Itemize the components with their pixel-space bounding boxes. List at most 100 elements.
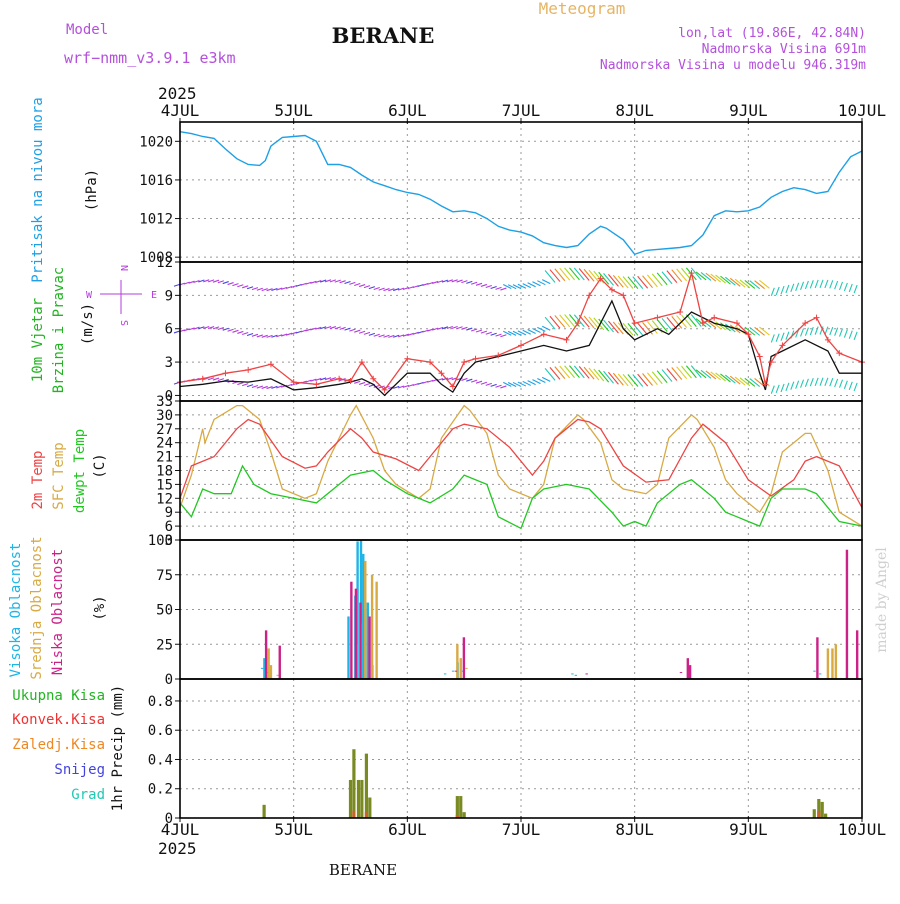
wind-barb: [780, 332, 785, 341]
wind-barb: [734, 376, 746, 386]
wind-barb: [461, 280, 468, 284]
wind-barb: [541, 325, 551, 331]
precip-total-bar: [824, 813, 828, 818]
cloud-bar: [462, 637, 466, 679]
wind-barb: [285, 285, 293, 290]
wind-barb: [193, 326, 200, 330]
wind-barb: [242, 285, 249, 289]
wind-barb: [446, 279, 453, 283]
y-tick-label: 30: [156, 408, 173, 424]
x-tick-top: 8JUL: [615, 101, 654, 120]
wind-barb: [349, 328, 356, 332]
x-tick-bottom: 10JUL: [838, 820, 886, 839]
wind-barb: [517, 381, 527, 387]
wind-barb: [775, 384, 780, 394]
precip-total-bar: [462, 812, 466, 818]
wind-barb: [329, 279, 337, 283]
wind-barb: [315, 280, 322, 284]
cloud-bar: [686, 658, 690, 679]
wind-barb: [393, 385, 400, 389]
cloud-bar: [364, 560, 367, 679]
wind-barb: [705, 370, 717, 380]
wind-barb: [500, 334, 507, 338]
y-tick-label: 100: [148, 533, 173, 549]
wind-barb: [237, 284, 244, 288]
wind-barb: [451, 279, 458, 283]
wind-gust-marker: [574, 320, 581, 327]
wind-barb: [507, 330, 517, 336]
temp-unit: (C): [92, 453, 108, 478]
wind-barb: [588, 269, 600, 283]
x-tick-bottom: 5JUL: [274, 820, 313, 839]
wind-barb: [383, 334, 390, 338]
wind-barb: [627, 374, 639, 387]
wind-barb: [720, 322, 731, 332]
wind-barb: [237, 330, 244, 334]
x-tick-bottom: 9JUL: [729, 820, 768, 839]
wind-barb: [363, 382, 371, 387]
wind-barb: [522, 380, 531, 386]
wind-barb: [617, 373, 629, 387]
wind-barb: [685, 365, 697, 379]
wind-barb: [470, 379, 478, 383]
wind-barb: [334, 326, 341, 330]
wind-barb: [843, 282, 848, 292]
precip-conv-bar: [364, 812, 369, 818]
wind-barb: [710, 371, 722, 381]
wind-barb: [603, 273, 614, 286]
cloud-bar: [366, 602, 370, 679]
temp-title3: dewpt Temp: [72, 429, 88, 513]
meteogram-label: Meteogram: [539, 0, 626, 18]
wind-barb: [485, 284, 492, 289]
x-tick-top: 6JUL: [388, 101, 427, 120]
wind-barb: [261, 385, 268, 389]
wind-barb: [754, 326, 765, 336]
wind-barb: [271, 334, 278, 338]
wind-barb: [843, 329, 848, 338]
dewpoint-line: [179, 464, 863, 530]
x-tick-bottom: 8JUL: [615, 820, 654, 839]
wind-barb: [485, 382, 492, 386]
wind-barb: [527, 282, 536, 288]
wind-barb: [671, 316, 683, 329]
footer-station: BERANE: [329, 861, 397, 879]
wind-barb: [500, 287, 507, 291]
cloud-bar: [460, 670, 464, 672]
wind-barb: [354, 380, 361, 384]
wind-barb: [819, 377, 824, 386]
wind-gust-marker: [711, 314, 718, 321]
wind-barb: [315, 377, 322, 381]
wind-gust-marker: [586, 292, 593, 299]
wind-barb: [770, 385, 775, 394]
y-tick-label: 15: [156, 477, 173, 493]
wind-barb: [427, 379, 434, 383]
y-tick-label: 21: [156, 450, 173, 466]
wind-gust-marker: [438, 370, 445, 377]
wind-barb: [324, 325, 332, 330]
wind-barb: [598, 318, 610, 332]
wind-barb: [637, 373, 649, 387]
precip-unit: 1hr Precip (mm): [110, 685, 126, 811]
wind-gust-marker: [762, 381, 769, 388]
wind-barb: [790, 283, 795, 293]
wind-barb: [785, 331, 790, 340]
wind-barb: [715, 372, 726, 382]
wind-barb: [207, 279, 215, 283]
y-tick-label: 27: [156, 422, 173, 438]
wind-barb: [237, 382, 244, 386]
wind-barb: [593, 317, 605, 331]
wind-barb: [612, 372, 624, 386]
wind-barb: [537, 378, 546, 384]
y-tick-label: 0.8: [148, 694, 173, 710]
wind-barb: [527, 328, 536, 334]
compass-n: N: [118, 265, 129, 271]
cloud-title3: Niska Oblacnost: [50, 549, 66, 675]
wind-barb: [344, 280, 351, 284]
wind-barb: [583, 315, 595, 329]
cloud-bar: [375, 581, 378, 679]
cloud-bar: [260, 667, 264, 669]
wind-barb: [642, 275, 653, 289]
wind-barb: [522, 329, 531, 335]
wind-barb: [603, 370, 614, 384]
wind-barb: [532, 281, 541, 287]
